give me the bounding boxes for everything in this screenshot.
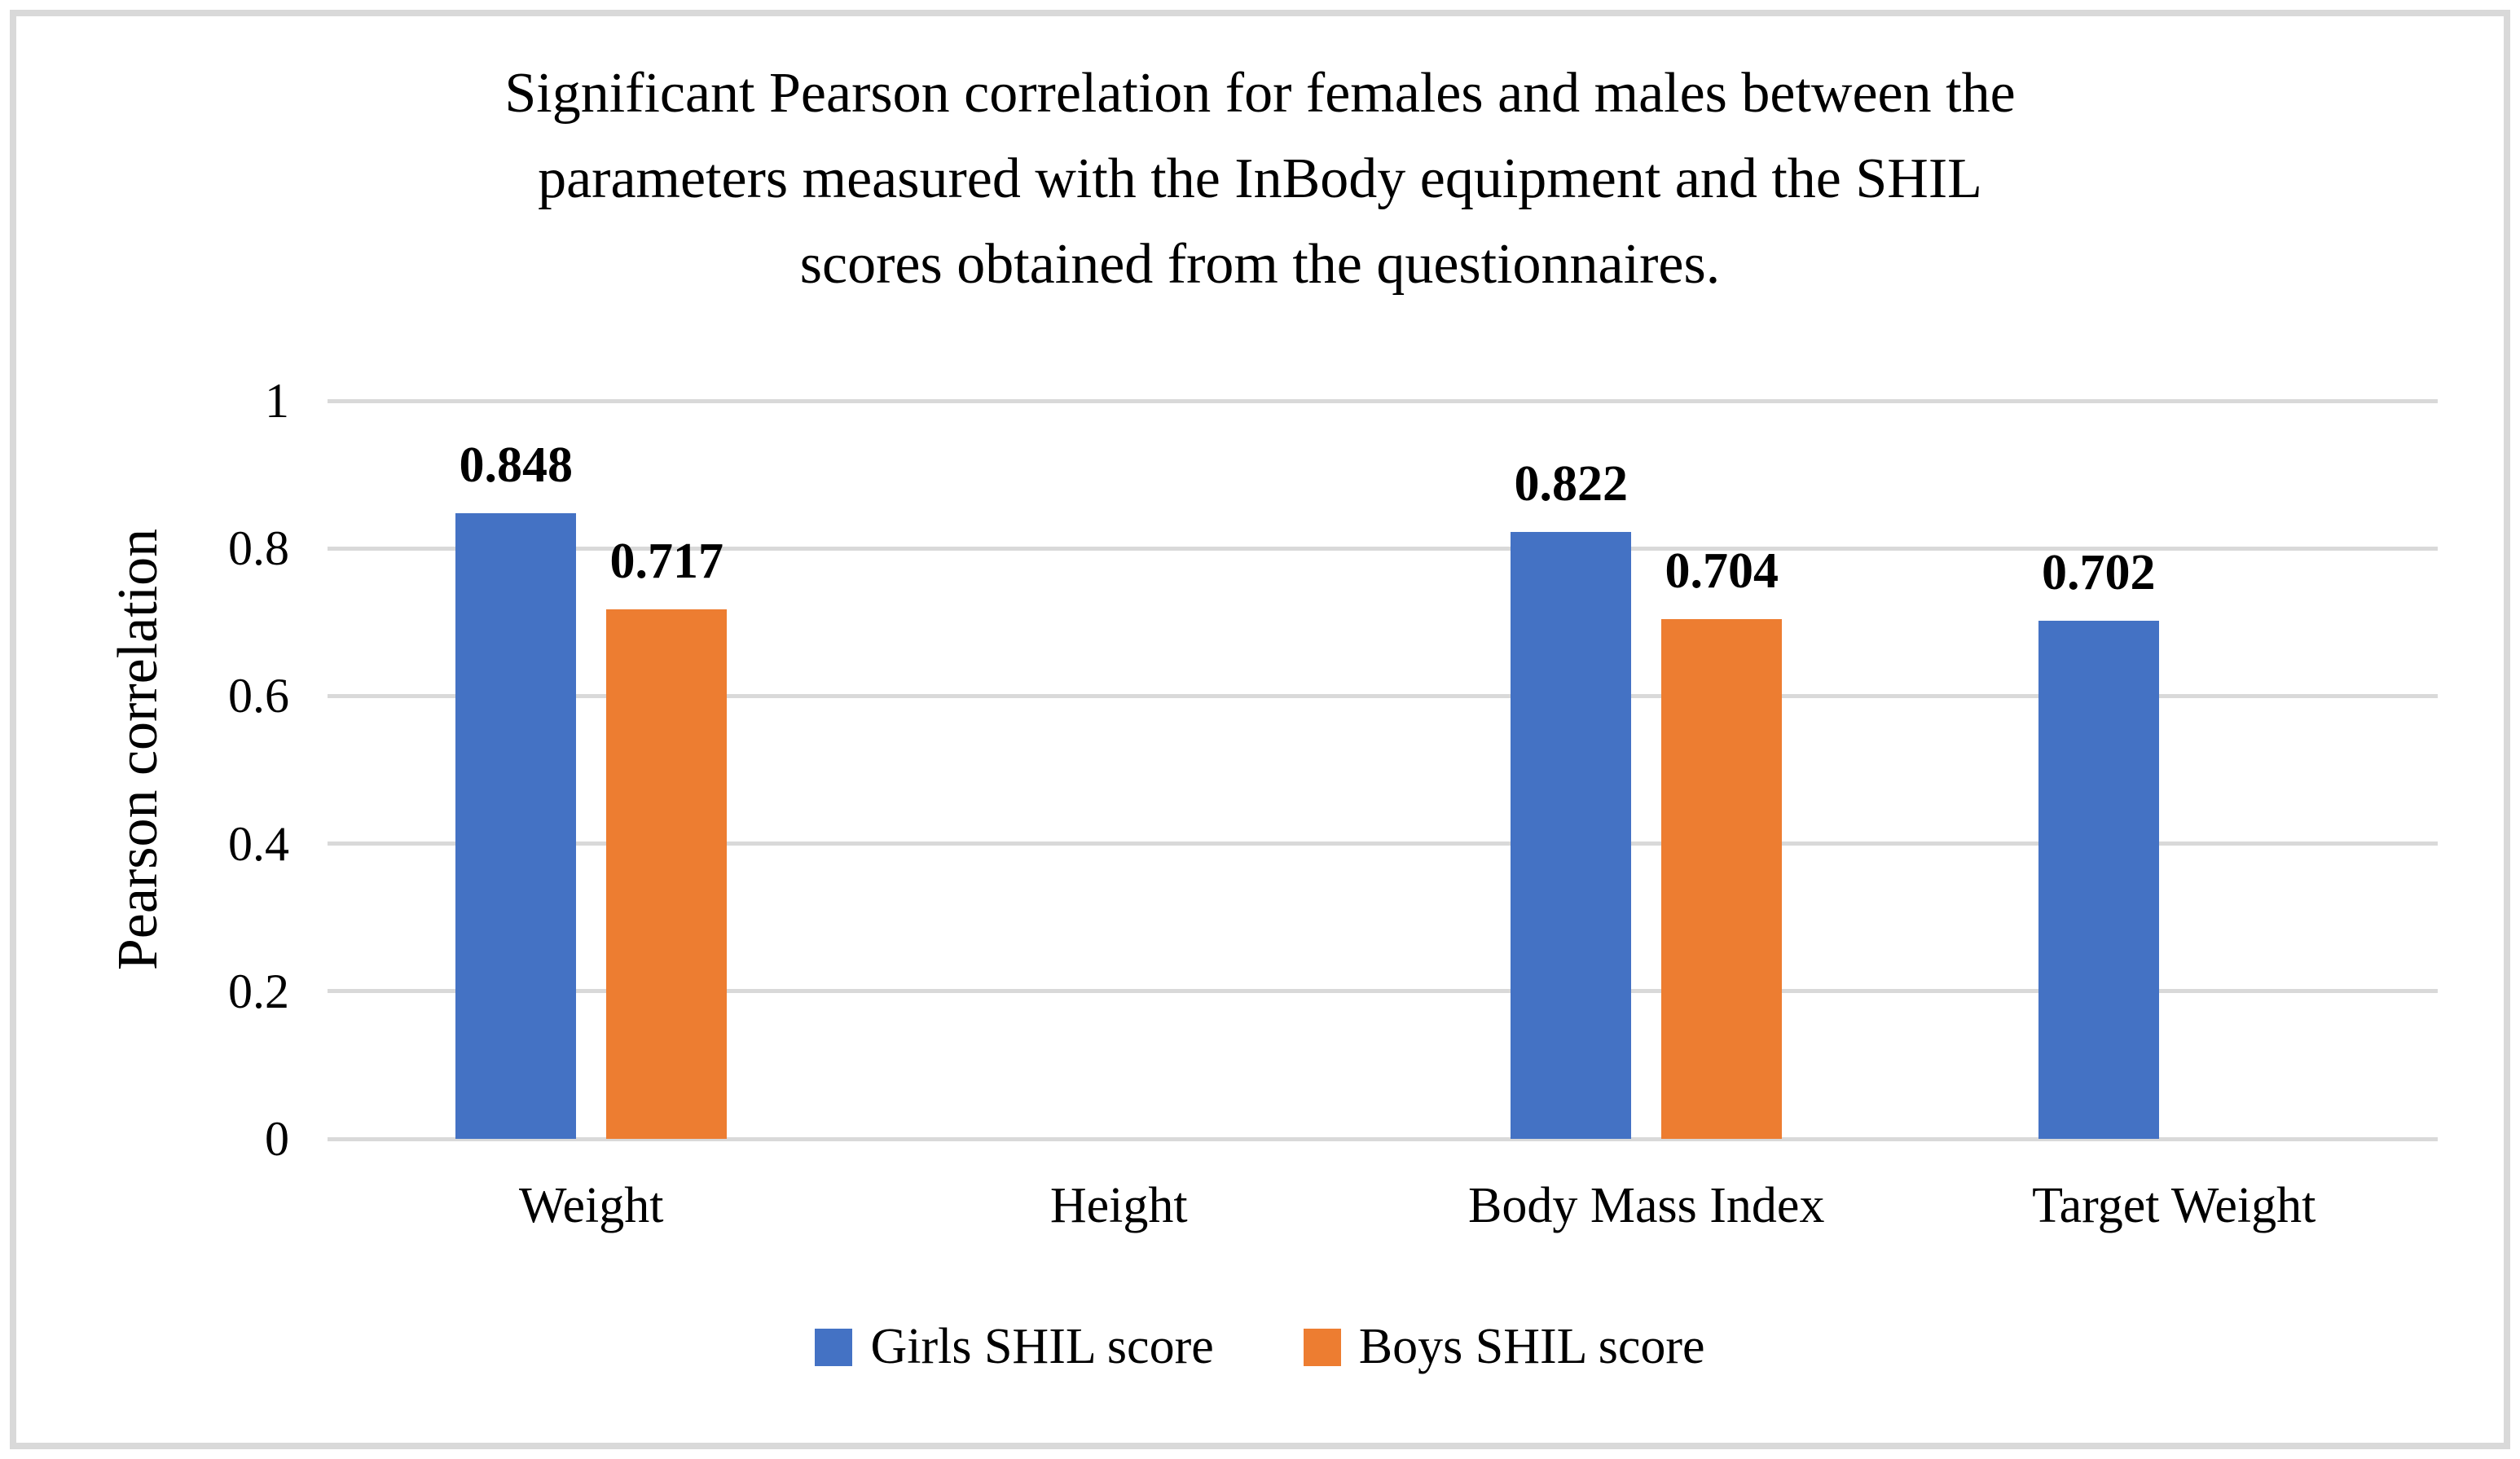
y-tick-label: 1 bbox=[265, 374, 289, 428]
bar-value-label: 0.717 bbox=[609, 534, 724, 590]
bar-value-label: 0.704 bbox=[1665, 543, 1779, 600]
gridline bbox=[328, 1136, 2438, 1141]
y-tick-label: 0.6 bbox=[228, 669, 289, 723]
category-label-height: Height bbox=[1049, 1178, 1188, 1233]
chart-title-line-2: parameters measured with the InBody equi… bbox=[538, 147, 1982, 210]
bar-boys-weight bbox=[606, 609, 728, 1139]
chart-title-line-1: Significant Pearson correlation for fema… bbox=[504, 62, 2016, 125]
chart-title: Significant Pearson correlation for fema… bbox=[0, 51, 2520, 307]
legend-label-boys: Boys SHIL score bbox=[1358, 1319, 1705, 1374]
girls-series-swatch-icon bbox=[815, 1328, 853, 1366]
y-tick-label: 0.8 bbox=[228, 521, 289, 576]
gridline bbox=[328, 693, 2438, 698]
legend: Girls SHIL score Boys SHIL score bbox=[0, 1318, 2520, 1376]
legend-item-boys: Boys SHIL score bbox=[1303, 1318, 1705, 1376]
y-tick-label: 0.4 bbox=[228, 816, 289, 871]
gridline bbox=[328, 398, 2438, 403]
bar-girls-target-weight bbox=[2038, 621, 2159, 1139]
gridline bbox=[328, 546, 2438, 551]
y-tick-label: 0.2 bbox=[228, 964, 289, 1018]
chart-title-line-3: scores obtained from the questionnaires. bbox=[799, 233, 1721, 296]
legend-item-girls: Girls SHIL score bbox=[815, 1318, 1214, 1376]
bar-girls-weight bbox=[455, 512, 577, 1139]
category-label-weight: Weight bbox=[518, 1178, 664, 1233]
bar-boys-body-mass-index bbox=[1661, 619, 1783, 1139]
category-label-target-weight: Target Weight bbox=[2032, 1178, 2316, 1233]
gridline bbox=[328, 842, 2438, 846]
x-axis-category-labels: Weight Height Body Mass Index Target Wei… bbox=[328, 1177, 2438, 1235]
bar-value-label: 0.702 bbox=[2042, 545, 2156, 600]
bar-value-label: 0.848 bbox=[459, 437, 574, 493]
legend-label-girls: Girls SHIL score bbox=[870, 1319, 1214, 1374]
plot-area: 0.848 0.822 0.702 0.717 0.704 bbox=[328, 398, 2438, 1141]
bar-value-label: 0.822 bbox=[1514, 456, 1629, 512]
y-tick-label: 0 bbox=[265, 1112, 289, 1166]
category-label-body-mass-index: Body Mass Index bbox=[1468, 1178, 1825, 1233]
gridline bbox=[328, 989, 2438, 994]
boys-series-swatch-icon bbox=[1303, 1328, 1341, 1366]
y-tick-labels: 0 0.2 0.4 0.6 0.8 1 bbox=[122, 375, 289, 1165]
bar-girls-body-mass-index bbox=[1511, 532, 1632, 1139]
